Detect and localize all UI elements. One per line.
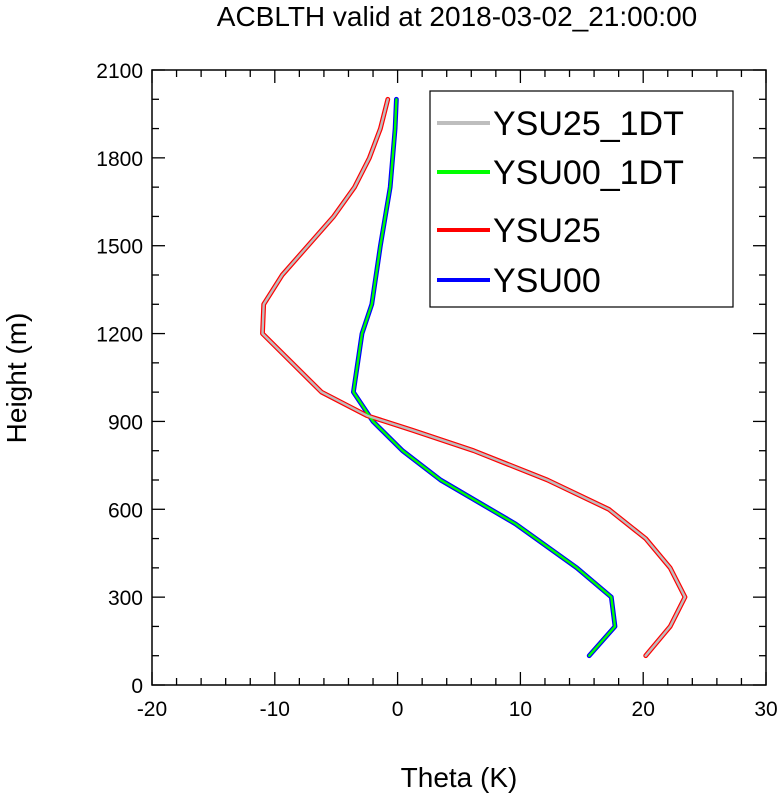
x-tick-label: 0 (392, 698, 404, 721)
y-tick-label: 1800 (96, 148, 143, 171)
x-axis-title: Theta (K) (401, 762, 518, 793)
y-tick-label: 1500 (96, 236, 143, 259)
series-layer (260, 96, 688, 659)
series-line-ysu25-1dt (261, 98, 687, 657)
y-axis-title: Height (m) (1, 313, 32, 444)
x-tick-label: 20 (632, 698, 655, 721)
y-tick-label: 1200 (96, 324, 143, 347)
legend-label: YSU25_1DT (493, 105, 684, 143)
legend-label: YSU25 (493, 212, 601, 250)
plot-frame (151, 69, 767, 686)
legend-box (429, 90, 734, 308)
x-tick-label: -20 (137, 698, 167, 721)
chart-title: ACBLTH valid at 2018-03-02_21:00:00 (217, 1, 697, 32)
y-tick-label: 2100 (96, 60, 143, 83)
y-tick-label: 300 (108, 587, 143, 610)
axis-ticks (151, 69, 767, 686)
legend: YSU25_1DT YSU00_1DT YSU25 YSU00 (429, 90, 734, 308)
y-tick-label: 900 (108, 411, 143, 434)
legend-label: YSU00 (493, 262, 601, 300)
series-line-ysu00-1dt (352, 98, 617, 657)
y-tick-label: 0 (131, 675, 143, 698)
x-tick-label: -10 (260, 698, 290, 721)
y-tick-label: 600 (108, 499, 143, 522)
x-tick-label: 10 (509, 698, 532, 721)
x-tick-label: 30 (754, 698, 777, 721)
legend-label: YSU00_1DT (493, 154, 684, 192)
